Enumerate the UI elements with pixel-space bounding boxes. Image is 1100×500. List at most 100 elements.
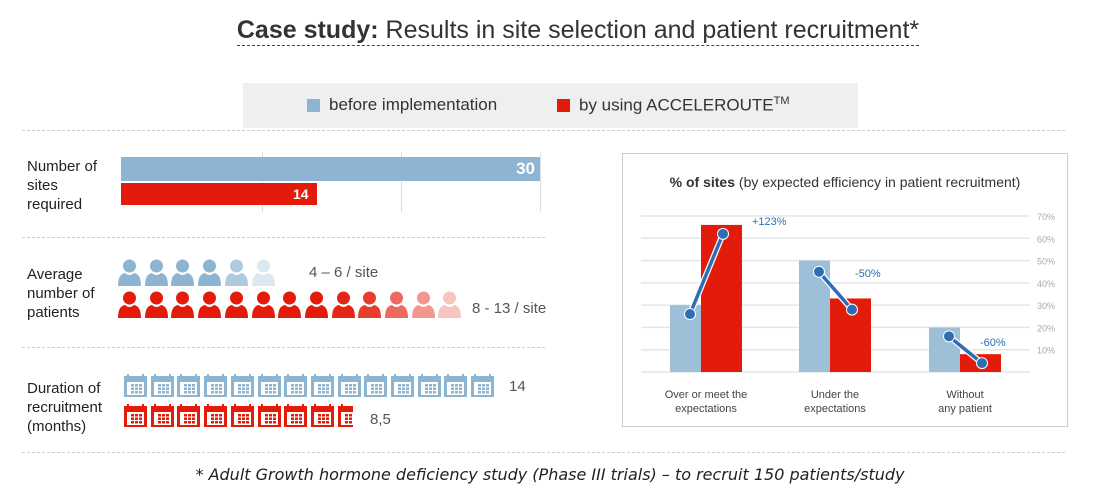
- person-icon: [304, 290, 329, 324]
- sites-label: Number of sites required: [27, 158, 98, 213]
- calendar-icon: [204, 404, 228, 427]
- person-icon: [357, 290, 382, 324]
- legend-after-label: by using ACCELEROUTETM: [579, 95, 790, 116]
- calendar-icon: [337, 374, 361, 397]
- chart-panel: % of sites (by expected efficiency in pa…: [622, 153, 1068, 427]
- duration-after-text: 8,5: [370, 411, 391, 428]
- change-label: -60%: [980, 337, 1006, 349]
- calendar-icon: [124, 374, 147, 397]
- bar-after: [701, 224, 742, 372]
- category-label: any patient: [938, 403, 992, 415]
- calendar-icon: [310, 404, 334, 427]
- person-icon: [251, 290, 276, 324]
- person-icon: [224, 258, 249, 292]
- person-icon: [331, 290, 356, 324]
- y-tick-label: 20%: [1037, 323, 1055, 333]
- person-icon: [197, 258, 222, 292]
- title-rest: Results in site selection and patient re…: [378, 16, 920, 44]
- divider: [22, 237, 545, 238]
- sites-after-value: 14: [292, 186, 309, 202]
- change-point: [943, 330, 955, 343]
- category-label: Over or meet the: [665, 389, 748, 401]
- chart-title: % of sites (by expected efficiency in pa…: [623, 174, 1067, 190]
- person-icon: [144, 290, 169, 324]
- person-icon: [251, 258, 276, 292]
- change-point: [813, 265, 825, 278]
- change-label: -50%: [855, 268, 881, 280]
- legend: before implementation by using ACCELEROU…: [243, 83, 858, 128]
- sites-bar-after: 14: [121, 183, 317, 205]
- person-icon: [224, 290, 249, 324]
- chart-title-rest: (by expected efficiency in patient recru…: [735, 174, 1021, 190]
- duration-before-text: 14: [509, 378, 526, 395]
- duration-label: Duration of recruitment (months): [27, 380, 103, 435]
- legend-after-swatch: [557, 99, 570, 112]
- calendar-icon: [337, 404, 354, 427]
- patients-label: Average number of patients: [27, 266, 95, 321]
- y-tick-label: 60%: [1037, 234, 1055, 244]
- sites-before-value: 30: [516, 159, 535, 178]
- legend-after-sup: TM: [773, 95, 790, 107]
- person-icon: [170, 290, 195, 324]
- change-line: [947, 334, 984, 365]
- title-bold: Case study:: [236, 16, 379, 44]
- calendar-icon: [230, 374, 254, 397]
- category-label: Under the: [811, 389, 859, 401]
- chart-svg: 10% 20% 30% 40% 50% 60% 70% +123% Over or meet t…: [641, 212, 1055, 415]
- page-title: Case study: Results in site selection an…: [0, 16, 1100, 46]
- person-icon: [197, 290, 222, 324]
- divider: [22, 452, 1065, 453]
- divider: [22, 130, 1065, 131]
- calendar-icon: [471, 374, 495, 397]
- person-icon: [170, 258, 195, 292]
- y-tick-label: 70%: [1037, 212, 1055, 222]
- person-icon: [277, 290, 302, 324]
- calendar-icon: [257, 374, 281, 397]
- calendar-icon: [150, 374, 174, 397]
- calendar-icon: [177, 374, 201, 397]
- calendar-icon: [284, 404, 308, 427]
- calendar-icon: [284, 374, 308, 397]
- change-point: [976, 357, 988, 370]
- calendar-icon: [150, 404, 174, 427]
- y-tick-label: 10%: [1037, 346, 1055, 356]
- change-line: [688, 233, 725, 315]
- change-label: +123%: [752, 216, 787, 228]
- person-icon: [411, 290, 436, 324]
- y-tick-label: 50%: [1037, 257, 1055, 267]
- sites-bar-before: 30: [121, 157, 540, 181]
- legend-before-swatch: [307, 99, 320, 112]
- person-icon: [117, 290, 142, 324]
- legend-before-label: before implementation: [329, 95, 498, 114]
- patients-after-text: 8 - 13 / site: [472, 300, 547, 317]
- change-line: [817, 270, 854, 311]
- calendar-icon: [230, 404, 254, 427]
- category-label: expectations: [675, 403, 737, 415]
- gridline: [540, 152, 541, 212]
- divider: [22, 347, 545, 348]
- calendar-icon: [444, 374, 468, 397]
- category-label: Without: [946, 389, 983, 401]
- calendar-icon: [204, 374, 228, 397]
- person-icon: [117, 258, 142, 292]
- footnote: * Adult Growth hormone deficiency study …: [195, 465, 905, 484]
- person-icon: [144, 258, 169, 292]
- calendar-icon: [124, 404, 147, 427]
- change-point: [846, 303, 858, 316]
- y-tick-label: 40%: [1037, 279, 1055, 289]
- person-icon: [384, 290, 409, 324]
- calendar-icon: [257, 404, 281, 427]
- legend-after-text: by using ACCELEROUTE: [579, 95, 774, 115]
- category-label: expectations: [804, 403, 866, 415]
- gridline: [401, 152, 402, 212]
- patients-before-text: 4 – 6 / site: [309, 264, 379, 281]
- calendar-icon: [391, 374, 414, 397]
- calendar-icon: [417, 374, 441, 397]
- change-point: [717, 227, 729, 240]
- calendar-icon: [177, 404, 201, 427]
- gridline: [262, 152, 263, 212]
- calendar-icon: [310, 374, 334, 397]
- calendar-icon: [364, 374, 388, 397]
- change-point: [684, 308, 696, 321]
